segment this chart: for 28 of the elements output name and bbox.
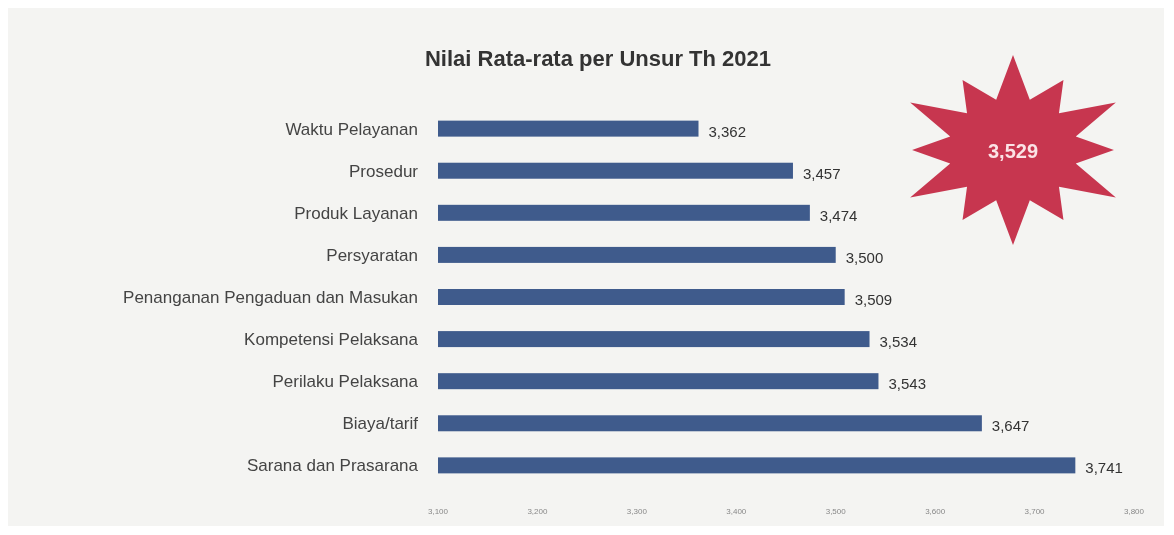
y-tick-label: Kompetensi Pelaksana — [244, 330, 419, 350]
data-label: 3,647 — [991, 417, 1030, 435]
data-label: 3,474 — [819, 206, 858, 224]
x-tick-label: 3,800 — [1123, 507, 1145, 516]
x-tick-label: 3,500 — [825, 507, 847, 516]
data-label: 3,457 — [802, 164, 841, 182]
y-tick-label: Sarana dan Prasarana — [246, 456, 419, 476]
y-tick-label: Persyaratan — [326, 245, 418, 265]
x-tick-label: 3,400 — [726, 507, 747, 516]
y-tick-label: Penanganan Pengaduan dan Masukan — [123, 288, 418, 307]
y-tick-label: Waktu Pelayanan — [285, 119, 418, 139]
x-tick-label: 3,600 — [925, 507, 946, 516]
data-label: 3,500 — [845, 248, 884, 266]
y-tick-label: Biaya/tarif — [342, 414, 419, 434]
annotation: 3,529 — [987, 140, 1039, 162]
x-tick-label: 3,300 — [626, 507, 648, 516]
data-label: 3,741 — [1085, 459, 1123, 477]
y-tick-label: Prosedur — [349, 161, 419, 181]
y-tick-label: Produk Layanan — [294, 203, 418, 223]
chart-title: Nilai Rata-rata per Unsur Th 2021 — [424, 46, 772, 71]
data-label: 3,509 — [854, 291, 893, 308]
data-label: 3,362 — [708, 122, 747, 140]
y-tick-label: Perilaku Pelaksana — [272, 372, 419, 392]
data-label: 3,534 — [879, 333, 918, 351]
data-label: 3,543 — [888, 375, 927, 393]
x-tick-label: 3,200 — [527, 507, 548, 516]
x-tick-label: 3,100 — [427, 507, 449, 516]
x-tick-label: 3,700 — [1024, 507, 1046, 516]
